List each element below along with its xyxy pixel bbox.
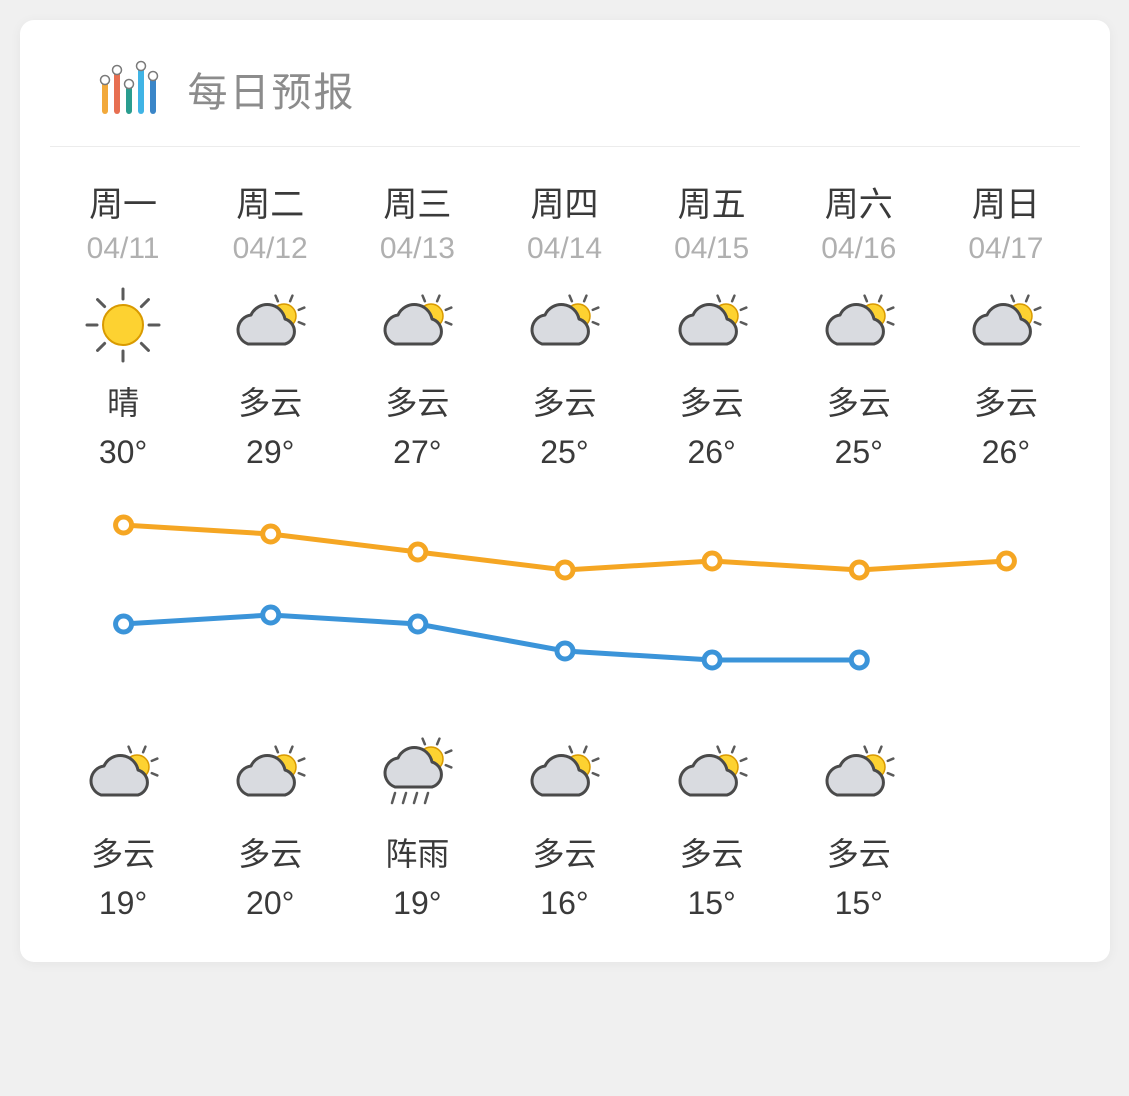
high-temp: 25° [491, 434, 638, 471]
low-temp: 16° [491, 885, 638, 922]
forecast-logo-icon [96, 60, 166, 118]
day-condition: 多云 [197, 378, 344, 424]
forecast-day[interactable]: 周日 04/17 多云 26° [932, 177, 1079, 471]
night-condition: 多云 [785, 829, 932, 875]
day-of-week: 周二 [197, 177, 344, 226]
partly-icon [344, 284, 491, 366]
night-columns: 多云 19° 多云 20° 阵雨 19° 多云 16° [20, 731, 1110, 922]
forecast-night[interactable]: 阵雨 19° [344, 731, 491, 922]
date-label: 04/15 [638, 232, 785, 266]
forecast-day[interactable]: 周五 04/15 多云 26° [638, 177, 785, 471]
forecast-card: 每日预报 周一 04/11 晴 30° 周二 04/12 多云 29° 周三 0… [20, 20, 1110, 962]
day-of-week: 周六 [785, 177, 932, 226]
date-label: 04/17 [932, 232, 1079, 266]
date-label: 04/13 [344, 232, 491, 266]
day-of-week: 周日 [932, 177, 1079, 226]
high-temp: 26° [932, 434, 1079, 471]
forecast-day[interactable]: 周三 04/13 多云 27° [344, 177, 491, 471]
day-condition: 多云 [344, 378, 491, 424]
forecast-night[interactable] [932, 731, 1079, 922]
partly-icon [197, 284, 344, 366]
low-temp: 15° [638, 885, 785, 922]
partly-icon [932, 284, 1079, 366]
shower-icon [344, 735, 491, 817]
night-condition: 阵雨 [344, 829, 491, 875]
day-condition: 多云 [491, 378, 638, 424]
high-temp: 25° [785, 434, 932, 471]
forecast-night[interactable]: 多云 15° [638, 731, 785, 922]
forecast-night[interactable]: 多云 20° [197, 731, 344, 922]
night-condition: 多云 [197, 829, 344, 875]
night-condition: 多云 [491, 829, 638, 875]
high-temp: 30° [50, 434, 197, 471]
high-temp: 29° [197, 434, 344, 471]
partly-icon [785, 284, 932, 366]
day-of-week: 周四 [491, 177, 638, 226]
night-condition: 多云 [638, 829, 785, 875]
date-label: 04/14 [491, 232, 638, 266]
temperature-chart [20, 471, 1110, 731]
partly-icon [785, 735, 932, 817]
forecast-day[interactable]: 周二 04/12 多云 29° [197, 177, 344, 471]
forecast-day[interactable]: 周四 04/14 多云 25° [491, 177, 638, 471]
partly-icon [197, 735, 344, 817]
partly-icon [491, 735, 638, 817]
day-condition: 多云 [785, 378, 932, 424]
partly-icon [50, 735, 197, 817]
partly-icon [491, 284, 638, 366]
partly-icon [638, 735, 785, 817]
day-of-week: 周一 [50, 177, 197, 226]
high-temp: 27° [344, 434, 491, 471]
low-temp: 19° [344, 885, 491, 922]
forecast-day[interactable]: 周一 04/11 晴 30° [50, 177, 197, 471]
day-of-week: 周五 [638, 177, 785, 226]
day-of-week: 周三 [344, 177, 491, 226]
low-temp: 15° [785, 885, 932, 922]
low-temp: 20° [197, 885, 344, 922]
date-label: 04/16 [785, 232, 932, 266]
forecast-day[interactable]: 周六 04/16 多云 25° [785, 177, 932, 471]
partly-icon [638, 284, 785, 366]
card-title: 每日预报 [188, 60, 356, 118]
day-condition: 晴 [50, 378, 197, 424]
forecast-night[interactable]: 多云 19° [50, 731, 197, 922]
card-header: 每日预报 [50, 50, 1080, 147]
day-condition: 多云 [638, 378, 785, 424]
low-temp: 19° [50, 885, 197, 922]
day-columns: 周一 04/11 晴 30° 周二 04/12 多云 29° 周三 04/13 … [20, 177, 1110, 471]
forecast-night[interactable]: 多云 16° [491, 731, 638, 922]
date-label: 04/11 [50, 232, 197, 266]
high-temp: 26° [638, 434, 785, 471]
day-condition: 多云 [932, 378, 1079, 424]
forecast-night[interactable]: 多云 15° [785, 731, 932, 922]
date-label: 04/12 [197, 232, 344, 266]
night-condition: 多云 [50, 829, 197, 875]
sunny-icon [50, 284, 197, 366]
